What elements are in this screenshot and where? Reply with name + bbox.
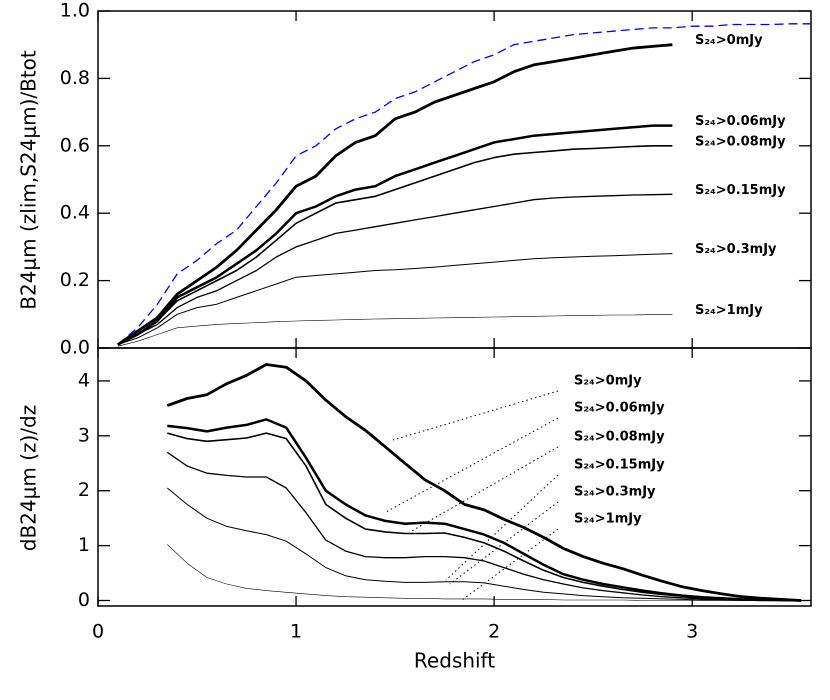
plot-frame: [97, 10, 812, 349]
series-line: [117, 23, 811, 346]
leader-line: [385, 417, 559, 513]
y-tick-label: 0.8: [60, 67, 90, 89]
y-tick-label: 2: [78, 479, 90, 501]
series-label: S₂₄>0.3mJy: [695, 242, 777, 257]
leader-line: [449, 501, 559, 585]
series-line: [117, 145, 673, 346]
series-line: [117, 314, 673, 347]
x-tick-label: 0: [92, 621, 104, 643]
x-axis-label: Redshift: [414, 649, 495, 673]
series-label: S₂₄>0.08mJy: [574, 430, 665, 445]
y-tick-label: 0.2: [60, 269, 90, 291]
series-label: S₂₄>0mJy: [695, 33, 763, 48]
series-label: S₂₄>0.08mJy: [695, 134, 786, 149]
y-tick-label: 0.0: [60, 337, 90, 359]
x-tick-label: 1: [290, 621, 302, 643]
y-tick-label: 0.4: [60, 202, 90, 224]
series-label: S₂₄>1mJy: [695, 303, 763, 318]
y-tick-label: 1: [78, 534, 90, 556]
series-line: [166, 451, 802, 602]
series-line: [117, 43, 673, 346]
series-line: [117, 124, 673, 346]
series-line: [167, 544, 802, 601]
series-label: S₂₄>1mJy: [574, 512, 642, 527]
leader-line: [445, 474, 559, 581]
series-line: [166, 363, 802, 602]
series-label: S₂₄>0.15mJy: [574, 458, 665, 473]
leader-line: [461, 528, 559, 601]
y-tick-label: 4: [78, 369, 90, 391]
series-label: S₂₄>0.06mJy: [695, 114, 786, 129]
plot-frame: [97, 347, 812, 607]
series-line: [117, 253, 673, 346]
series-label: S₂₄>0.06mJy: [574, 401, 665, 416]
y-axis-label: dB24μm (z)/dz: [17, 405, 41, 551]
series-line: [166, 487, 802, 601]
y-tick-label: 0.6: [60, 134, 90, 156]
y-tick-label: 1.0: [60, 0, 90, 22]
series-line: [117, 193, 673, 346]
leader-line: [392, 390, 559, 441]
series-label: S₂₄>0.3mJy: [574, 485, 656, 500]
y-tick-label: 0: [78, 589, 90, 611]
x-tick-label: 2: [488, 621, 500, 643]
series-line: [167, 432, 802, 602]
leader-line: [409, 446, 559, 533]
series-label: S₂₄>0.15mJy: [695, 183, 786, 198]
y-tick-label: 3: [78, 424, 90, 446]
series-label: S₂₄>0mJy: [574, 374, 642, 389]
x-tick-label: 3: [686, 621, 698, 643]
y-axis-label: B24μm (zlim,S24μm)/Btot: [17, 50, 41, 310]
